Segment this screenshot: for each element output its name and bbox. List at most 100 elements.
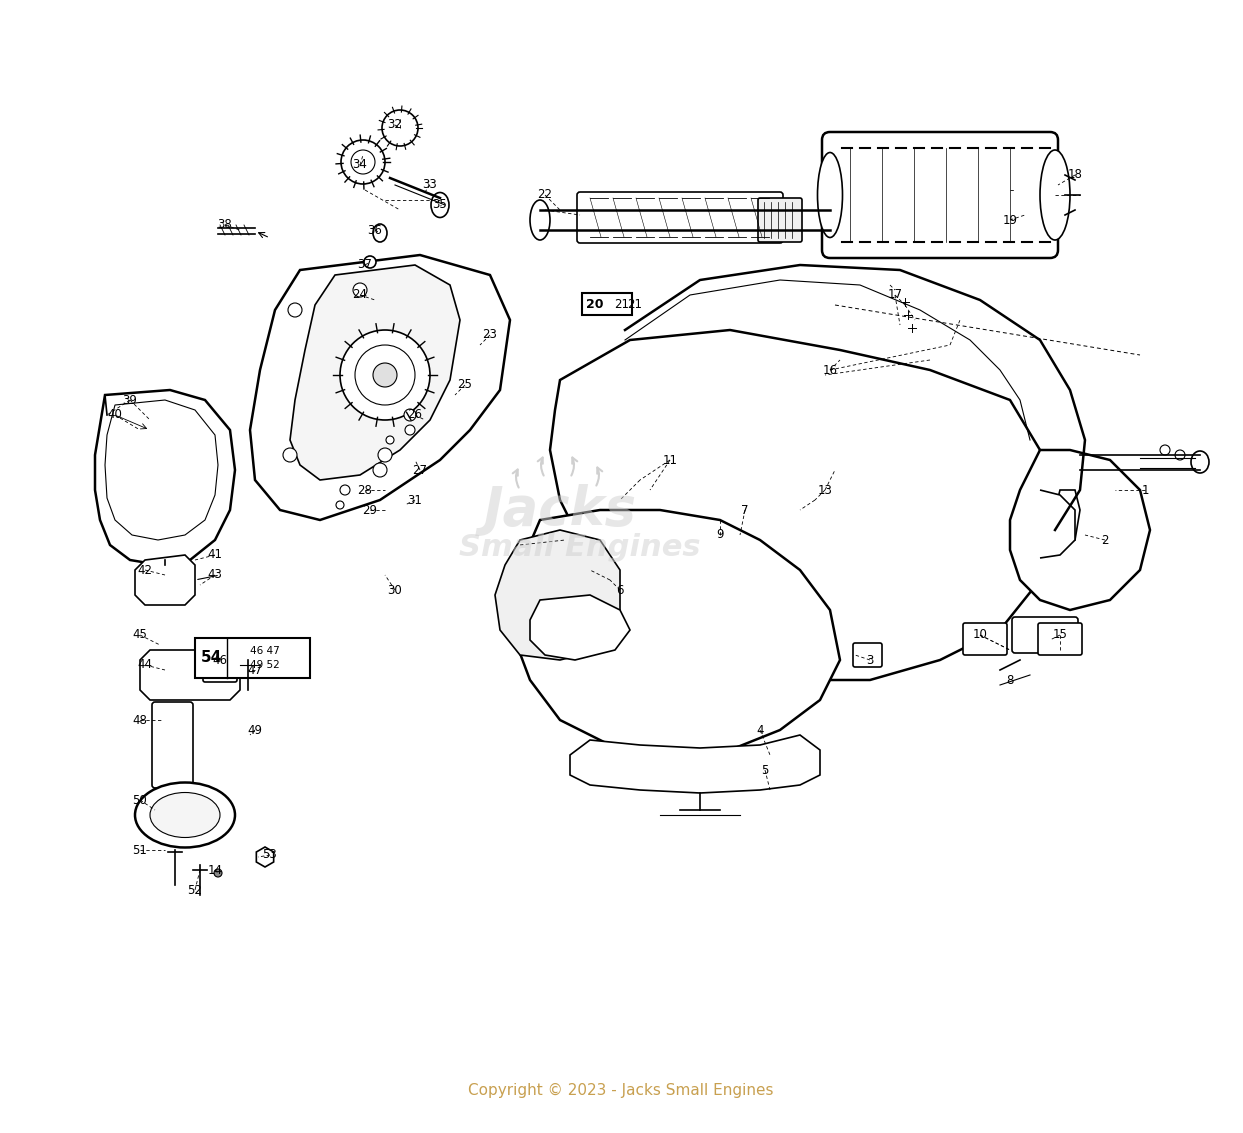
Text: 3: 3 — [866, 654, 874, 666]
Polygon shape — [571, 735, 820, 793]
Text: 51: 51 — [133, 843, 148, 857]
Circle shape — [1160, 445, 1170, 455]
Text: 49 52: 49 52 — [250, 661, 280, 670]
Polygon shape — [549, 330, 1050, 680]
FancyBboxPatch shape — [203, 653, 237, 682]
Text: 8: 8 — [1007, 673, 1014, 687]
Text: 28: 28 — [358, 484, 373, 496]
Circle shape — [341, 330, 430, 420]
Text: Small Engines: Small Engines — [459, 534, 701, 562]
Circle shape — [405, 425, 415, 435]
Polygon shape — [495, 530, 620, 661]
Text: 2: 2 — [1101, 534, 1109, 546]
Text: 38: 38 — [218, 219, 232, 231]
Text: 32: 32 — [388, 119, 403, 131]
Circle shape — [283, 448, 297, 462]
Ellipse shape — [431, 193, 449, 218]
FancyBboxPatch shape — [758, 198, 802, 242]
Text: 9: 9 — [716, 528, 723, 542]
Circle shape — [373, 463, 387, 477]
Text: 24: 24 — [353, 289, 368, 301]
FancyBboxPatch shape — [963, 623, 1007, 655]
Text: 36: 36 — [368, 223, 383, 237]
Polygon shape — [140, 650, 240, 700]
Text: 15: 15 — [1053, 629, 1068, 641]
Circle shape — [404, 409, 416, 421]
Text: 50: 50 — [133, 793, 148, 807]
Text: 5: 5 — [761, 764, 768, 776]
Text: 34: 34 — [353, 159, 368, 171]
Text: 14: 14 — [208, 863, 222, 877]
Polygon shape — [94, 390, 235, 565]
Polygon shape — [1011, 450, 1150, 610]
Text: 54: 54 — [200, 650, 221, 665]
Polygon shape — [1040, 489, 1075, 557]
Text: 21: 21 — [614, 298, 629, 310]
FancyBboxPatch shape — [1012, 617, 1078, 653]
Text: Copyright © 2023 - Jacks Small Engines: Copyright © 2023 - Jacks Small Engines — [469, 1082, 773, 1098]
Text: 40: 40 — [108, 409, 123, 421]
Text: 39: 39 — [123, 393, 138, 407]
Text: 31: 31 — [408, 494, 423, 506]
Text: 33: 33 — [423, 179, 438, 191]
Text: 20: 20 — [587, 298, 604, 310]
Circle shape — [341, 140, 385, 184]
Text: 10: 10 — [972, 629, 987, 641]
Circle shape — [214, 869, 222, 877]
Text: 45: 45 — [133, 629, 148, 641]
Polygon shape — [530, 595, 630, 661]
Text: 49: 49 — [247, 724, 262, 736]
Text: 46: 46 — [213, 654, 227, 666]
Circle shape — [378, 448, 392, 462]
Text: 25: 25 — [457, 378, 472, 392]
Circle shape — [351, 150, 375, 174]
Text: 19: 19 — [1003, 213, 1018, 227]
Polygon shape — [135, 555, 195, 605]
Bar — [195, 638, 310, 678]
Ellipse shape — [373, 224, 387, 242]
Circle shape — [373, 363, 397, 387]
Text: 41: 41 — [208, 548, 222, 562]
Text: 23: 23 — [482, 329, 497, 341]
Polygon shape — [250, 255, 510, 520]
Text: 4: 4 — [756, 724, 763, 736]
Text: 30: 30 — [388, 583, 403, 596]
Text: 22: 22 — [537, 188, 552, 202]
Text: 1: 1 — [1141, 484, 1149, 496]
Ellipse shape — [1040, 150, 1070, 240]
Text: 46 47: 46 47 — [250, 646, 280, 656]
Text: Jacks: Jacks — [484, 484, 636, 536]
FancyBboxPatch shape — [853, 644, 883, 667]
Circle shape — [288, 303, 302, 317]
Bar — [582, 293, 631, 315]
Circle shape — [353, 283, 367, 297]
Circle shape — [1175, 450, 1185, 460]
FancyBboxPatch shape — [1038, 623, 1081, 655]
Text: 53: 53 — [262, 849, 277, 861]
Text: 6: 6 — [617, 583, 624, 596]
Circle shape — [336, 501, 344, 509]
Ellipse shape — [818, 153, 843, 238]
FancyBboxPatch shape — [152, 702, 193, 787]
Circle shape — [364, 256, 375, 269]
Text: 37: 37 — [358, 258, 373, 272]
Polygon shape — [1055, 489, 1080, 545]
Ellipse shape — [150, 792, 220, 837]
Ellipse shape — [1191, 451, 1209, 472]
Text: 44: 44 — [138, 658, 153, 672]
Circle shape — [387, 436, 394, 444]
Text: 17: 17 — [888, 289, 902, 301]
Text: 29: 29 — [363, 503, 378, 517]
Circle shape — [341, 485, 351, 495]
FancyBboxPatch shape — [577, 191, 783, 242]
Ellipse shape — [530, 201, 549, 240]
Text: 13: 13 — [818, 484, 833, 496]
Text: 42: 42 — [138, 563, 153, 577]
Text: 26: 26 — [408, 409, 423, 421]
Polygon shape — [104, 400, 218, 540]
Circle shape — [355, 346, 415, 404]
Text: 48: 48 — [133, 714, 148, 726]
Circle shape — [382, 110, 418, 146]
Text: 16: 16 — [823, 364, 838, 376]
Text: 27: 27 — [413, 463, 428, 477]
